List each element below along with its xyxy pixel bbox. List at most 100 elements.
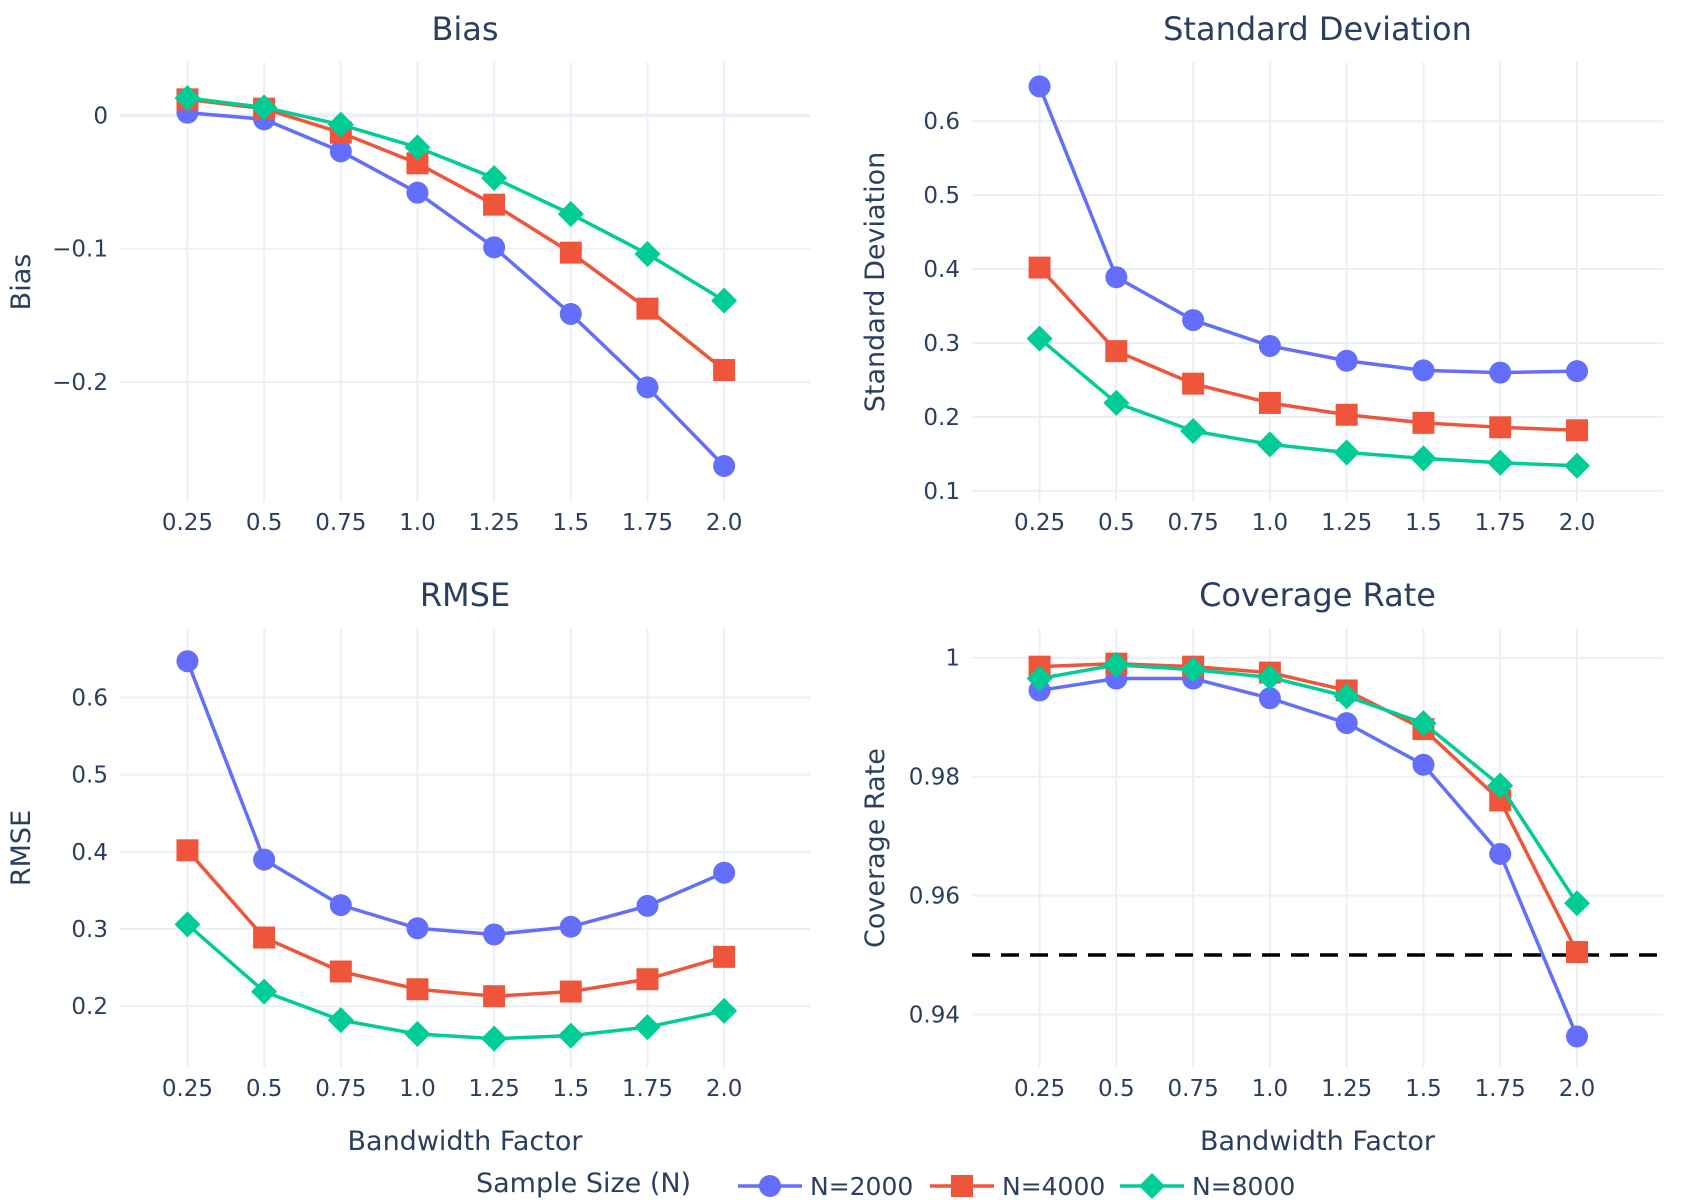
y-tick-label: −0.1 xyxy=(52,237,108,263)
data-point xyxy=(1566,360,1589,383)
y-tick-label: 1 xyxy=(945,646,960,672)
data-point xyxy=(251,94,278,121)
subplot-title: Standard Deviation xyxy=(1163,10,1472,48)
data-point xyxy=(711,287,738,314)
data-point xyxy=(559,241,582,264)
data-point xyxy=(1489,842,1512,865)
data-point xyxy=(1105,340,1128,363)
series-n-8000 xyxy=(1026,651,1591,917)
series-line xyxy=(1039,676,1579,1038)
data-point xyxy=(1333,683,1360,710)
data-point xyxy=(1026,325,1053,352)
data-point xyxy=(1333,439,1360,466)
y-tick-label: 0.5 xyxy=(71,763,108,789)
y-tick-label: 0.96 xyxy=(909,884,960,910)
subplot-bias: 0.25 0.5 0.75 1.0 1.25 1.5 1.75 2.0 0 −0.1 −0.2 Bia… xyxy=(6,10,810,536)
data-point xyxy=(481,1025,508,1052)
data-point xyxy=(1105,266,1128,289)
x-tick-label: 1.25 xyxy=(1321,1076,1372,1102)
series-n-8000 xyxy=(174,911,738,1052)
y-tick-label: 0 xyxy=(93,103,108,129)
x-tick-label: 1.25 xyxy=(469,510,520,536)
x-tick-label: 0.5 xyxy=(246,510,283,536)
x-axis-label: Bandwidth Factor xyxy=(1200,1126,1436,1157)
data-point xyxy=(1489,416,1512,439)
data-point xyxy=(1487,772,1514,799)
series-n-8000 xyxy=(174,85,738,314)
data-point xyxy=(636,968,659,991)
data-point xyxy=(636,297,659,320)
y-tick-label: 0.98 xyxy=(909,765,960,791)
y-tick-label: 0.1 xyxy=(923,479,960,505)
data-point xyxy=(176,839,199,862)
data-point xyxy=(1412,359,1435,382)
x-tick-label: 1.75 xyxy=(1475,1076,1526,1102)
legend-label: N=8000 xyxy=(1192,1172,1295,1200)
x-tick-label: 2.0 xyxy=(1559,1076,1596,1102)
subplot-title: RMSE xyxy=(420,576,510,614)
x-tick-label: 0.5 xyxy=(1098,510,1135,536)
y-tick-label: 0.6 xyxy=(71,685,108,711)
series-line xyxy=(1039,663,1579,905)
data-point xyxy=(634,241,661,267)
series-n-4000 xyxy=(1028,652,1589,964)
data-point xyxy=(1028,75,1051,98)
data-point xyxy=(406,917,429,940)
x-tick-label: 1.5 xyxy=(1405,510,1442,536)
legend-item-n-2000[interactable]: N=2000 xyxy=(738,1172,913,1200)
series-n-4000 xyxy=(176,839,736,1008)
series-n-2000 xyxy=(176,650,736,946)
subplot-title: Coverage Rate xyxy=(1199,576,1436,614)
data-point xyxy=(483,236,506,259)
legend-title: Sample Size (N) xyxy=(476,1168,691,1199)
data-point xyxy=(404,134,431,161)
data-point xyxy=(1026,665,1053,692)
data-point xyxy=(1028,256,1051,279)
data-point xyxy=(1258,391,1281,414)
x-axis-label: Bandwidth Factor xyxy=(348,1126,584,1157)
x-tick-label: 1.25 xyxy=(1321,510,1372,536)
data-point xyxy=(174,85,201,111)
y-tick-label: 0.4 xyxy=(71,840,108,866)
data-point xyxy=(1564,452,1591,479)
x-tick-label: 0.25 xyxy=(1014,510,1065,536)
x-tick-label: 0.75 xyxy=(1168,510,1219,536)
x-tick-label: 0.5 xyxy=(246,1076,283,1102)
data-point xyxy=(1103,651,1130,678)
series-line xyxy=(185,660,725,937)
series-line xyxy=(1038,337,1578,468)
data-point xyxy=(251,978,278,1005)
series-line xyxy=(1037,85,1578,375)
data-point xyxy=(713,455,736,477)
data-point xyxy=(1258,334,1281,357)
x-tick-label: 1.0 xyxy=(1252,510,1289,536)
data-point xyxy=(329,960,352,983)
y-tick-label: 0.4 xyxy=(923,257,960,283)
data-point xyxy=(1180,656,1207,683)
series-n-2000 xyxy=(1028,667,1589,1048)
data-point xyxy=(1335,349,1358,372)
y-tick-label: 0.5 xyxy=(923,183,960,209)
x-tick-label: 0.75 xyxy=(1168,1076,1219,1102)
x-tick-label: 1.0 xyxy=(399,510,436,536)
series-n-8000 xyxy=(1026,325,1591,479)
x-tick-label: 1.75 xyxy=(622,1076,673,1102)
x-tick-label: 0.75 xyxy=(315,1076,366,1102)
y-axis-label: Coverage Rate xyxy=(860,748,891,948)
x-tick-label: 1.25 xyxy=(469,1076,520,1102)
data-point xyxy=(1258,687,1281,710)
data-point xyxy=(636,376,659,399)
series-n-2000 xyxy=(176,101,736,477)
legend-item-n-8000[interactable]: N=8000 xyxy=(1120,1172,1295,1200)
y-tick-label: −0.2 xyxy=(52,370,108,396)
data-point xyxy=(174,911,201,938)
data-point xyxy=(1335,403,1358,426)
y-tick-label: 0.6 xyxy=(923,109,960,135)
data-point xyxy=(1182,372,1205,395)
series-n-4000 xyxy=(176,88,736,381)
series-n-4000 xyxy=(1028,256,1589,442)
y-axis-label: Standard Deviation xyxy=(860,152,891,413)
legend-item-n-4000[interactable]: N=4000 xyxy=(930,1172,1105,1200)
data-point xyxy=(557,201,584,227)
data-point xyxy=(1410,445,1437,472)
